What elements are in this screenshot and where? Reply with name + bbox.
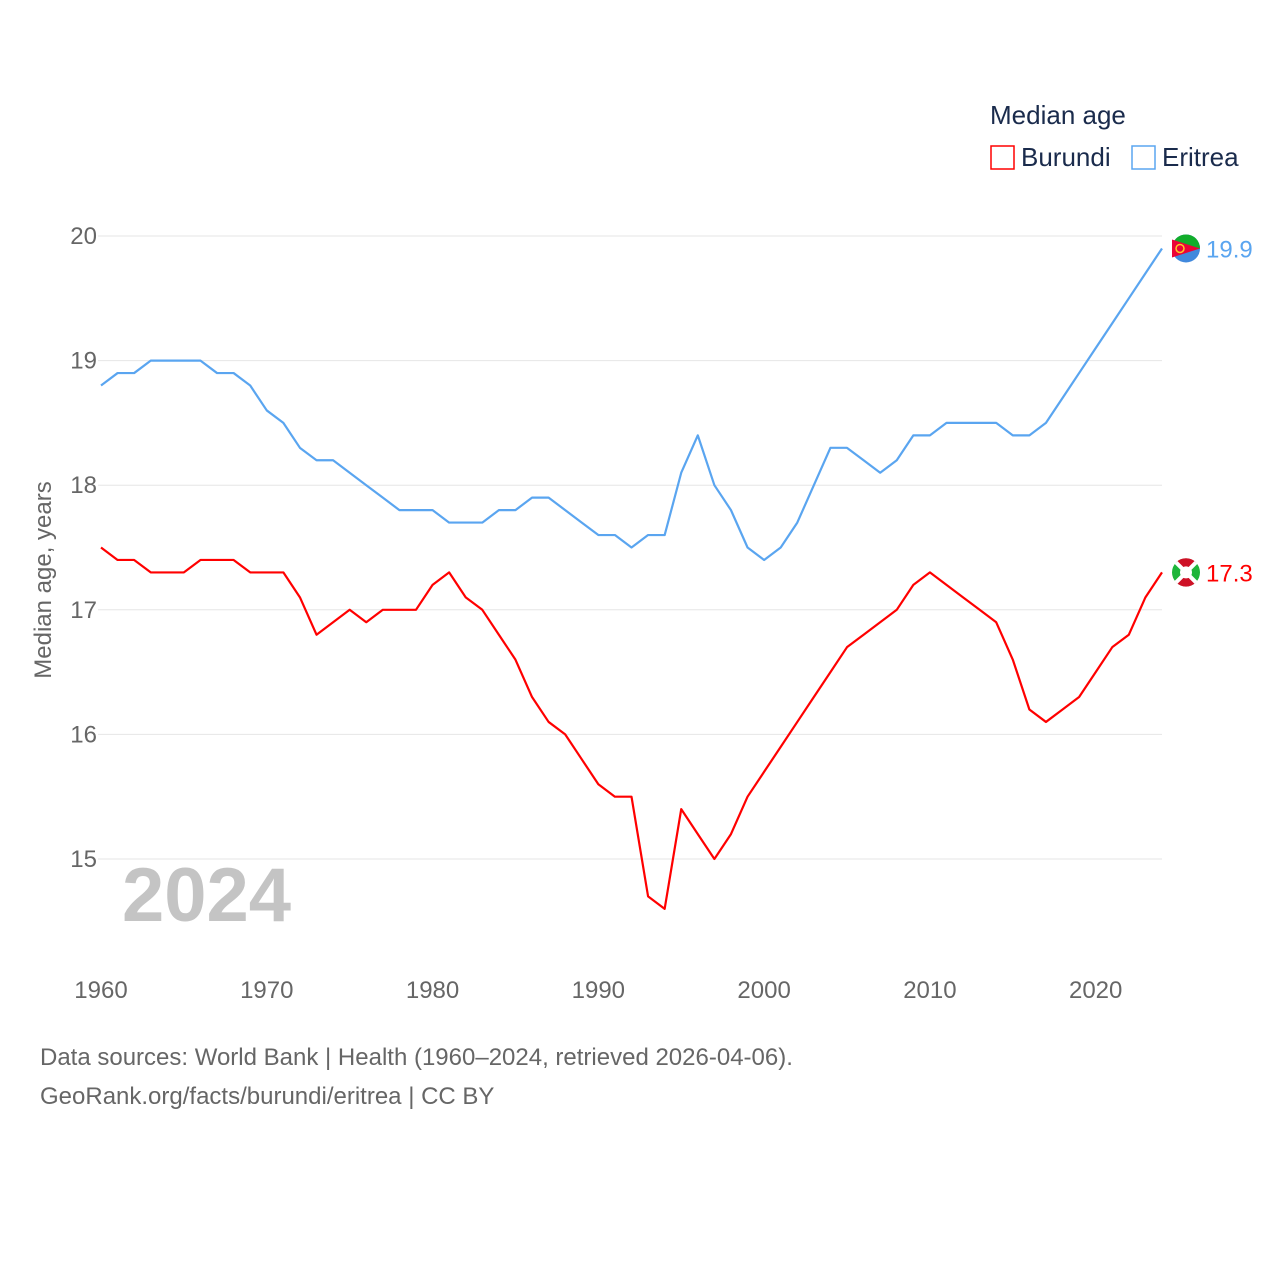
legend-swatch[interactable] <box>990 145 1015 170</box>
y-tick-label: 17 <box>70 597 97 624</box>
eritrea-flag-icon <box>1172 234 1200 263</box>
legend-label-eritrea[interactable]: Eritrea <box>1162 142 1239 172</box>
eritrea-end-label: 19.9 <box>1206 236 1253 263</box>
x-tick-label: 2000 <box>737 977 790 1004</box>
burundi-flag-icon <box>1172 558 1200 587</box>
y-tick-label: 19 <box>70 348 97 375</box>
legend-swatch[interactable] <box>1131 145 1156 170</box>
legend-title: Median age <box>990 100 1126 130</box>
y-tick-label: 15 <box>70 846 97 873</box>
x-tick-label: 1990 <box>572 977 625 1004</box>
data-source-text: Data sources: World Bank | Health (1960–… <box>40 1044 793 1071</box>
burundi-line <box>100 546 1163 910</box>
flag-emblem <box>1175 243 1185 254</box>
y-axis-label: Median age, years <box>30 481 57 678</box>
x-tick-label: 2020 <box>1069 977 1122 1004</box>
burundi-end-label: 17.3 <box>1206 560 1253 587</box>
year-watermark: 2024 <box>122 853 291 938</box>
y-tick-label: 16 <box>70 721 97 748</box>
attribution-text: GeoRank.org/facts/burundi/eritrea | CC B… <box>40 1083 495 1110</box>
x-tick-label: 1980 <box>406 977 459 1004</box>
line-chart: 2024 15 16 17 18 19 20 1960 1970 1980 1990 2000 201… <box>30 100 1253 1004</box>
y-tick-label: 18 <box>70 472 97 499</box>
x-tick-label: 2010 <box>903 977 956 1004</box>
x-tick-label: 1970 <box>240 977 293 1004</box>
y-tick-label: 20 <box>70 223 97 250</box>
legend[interactable]: Median age Burundi Eritrea <box>990 100 1239 172</box>
flag-disc <box>1180 566 1192 579</box>
legend-label-burundi[interactable]: Burundi <box>1021 142 1111 172</box>
x-tick-label: 1960 <box>74 977 127 1004</box>
eritrea-line <box>100 247 1163 562</box>
